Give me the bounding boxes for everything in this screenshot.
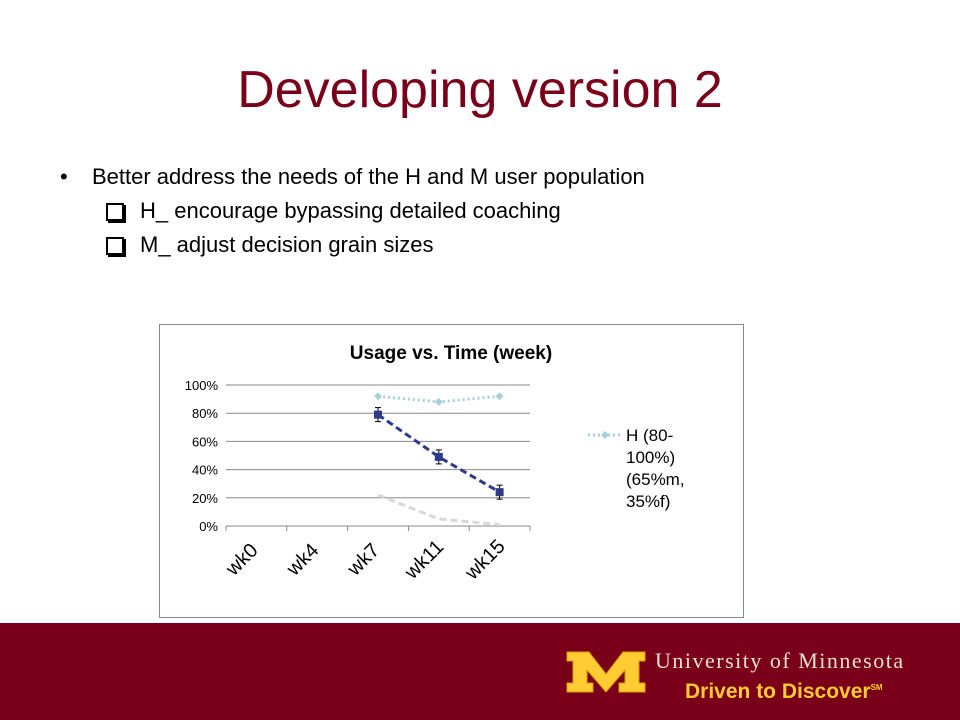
data-point — [434, 397, 443, 406]
tagline-text: Driven to Discover — [685, 680, 871, 703]
y-tick-label: 60% — [192, 434, 218, 449]
bullet-item: • Better address the needs of the H and … — [60, 160, 740, 194]
series-line — [377, 413, 501, 494]
legend-label: H (80-100%) (65%m, 35%f) — [626, 426, 685, 511]
bullet-list: • Better address the needs of the H and … — [60, 160, 740, 262]
y-tick-label: 100% — [185, 378, 219, 393]
university-m-logo — [566, 651, 646, 693]
x-tick-label: wk11 — [400, 536, 448, 584]
x-tick-label: wk15 — [460, 535, 509, 584]
y-tick-label: 20% — [192, 491, 218, 506]
tagline: Driven to DiscoverSM — [685, 680, 883, 704]
service-mark: SM — [870, 683, 883, 692]
data-point — [374, 392, 382, 401]
bullet-dot-icon: • — [60, 164, 68, 189]
data-point — [374, 410, 382, 419]
y-tick-label: 80% — [192, 406, 218, 421]
sub-bullet-item: H_ encourage bypassing detailed coaching — [60, 194, 740, 228]
y-tick-label: 40% — [192, 463, 218, 478]
sub-bullet-text: H_ encourage bypassing detailed coaching — [140, 198, 561, 223]
chart-title: Usage vs. Time (week) — [350, 343, 552, 364]
university-name: University of Minnesota — [655, 648, 905, 673]
slide-title: Developing version 2 — [237, 61, 723, 119]
sub-bullet-text: M_ adjust decision grain sizes — [140, 232, 434, 257]
x-tick-label: wk0 — [221, 539, 262, 580]
y-tick-label: 0% — [199, 519, 218, 534]
legend-marker — [601, 431, 609, 439]
data-point — [434, 452, 443, 461]
x-tick-label: wk4 — [282, 539, 323, 580]
checkbox-bullet-icon — [106, 203, 124, 221]
usage-chart: Usage vs. Time (week) 0% 20% 40% 60% 80% 100% w… — [185, 343, 685, 585]
data-point — [495, 488, 504, 497]
sub-bullet-item: M_ adjust decision grain sizes — [60, 228, 740, 262]
checkbox-bullet-icon — [106, 237, 124, 255]
series-line — [377, 493, 500, 527]
data-point — [495, 392, 504, 401]
chart-frame: Usage vs. Time (week) 0% 20% 40% 60% 80% 100% w… — [159, 324, 744, 618]
bullet-text: Better address the needs of the H and M … — [92, 164, 645, 189]
footer-band — [0, 623, 960, 720]
x-tick-label: wk7 — [343, 539, 384, 580]
